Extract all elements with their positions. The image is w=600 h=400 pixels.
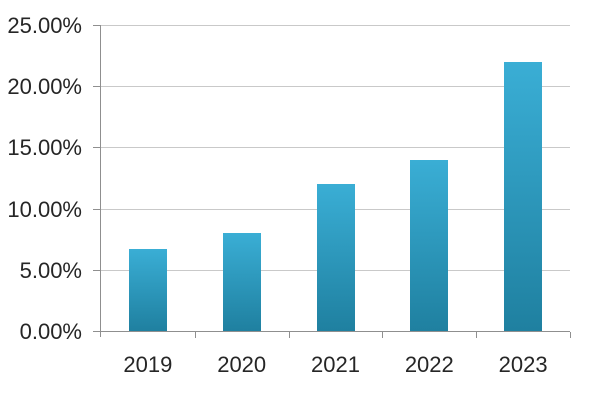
y-axis-tick-10pct (93, 208, 100, 210)
bar-2020 (222, 233, 261, 331)
y-axis-label-0pct: 0.00% (19, 319, 82, 344)
x-axis-label-2020: 2020 (217, 352, 267, 377)
x-axis-tick-4 (476, 332, 478, 338)
y-axis-tick-25pct (93, 25, 100, 26)
gridline-20pct (101, 86, 570, 88)
bar-2022 (410, 159, 449, 331)
gridline-15pct (101, 147, 570, 149)
x-axis-label-2021: 2021 (311, 352, 360, 377)
y-axis-tick-20pct (93, 86, 100, 88)
bar-2019 (128, 249, 167, 331)
x-axis-tick-3 (382, 332, 384, 338)
gridline-25pct (101, 25, 570, 26)
x-axis-tick-2 (288, 332, 290, 338)
y-axis-label-5pct: 5.00% (19, 257, 82, 283)
plot-area (93, 25, 571, 338)
x-axis-tick-5 (570, 332, 571, 338)
y-axis-label-20pct: 20.00% (7, 74, 82, 100)
x-axis-label-2023: 2023 (498, 352, 548, 377)
x-axis-label-2019: 2019 (123, 352, 173, 377)
y-axis-label-10pct: 10.00% (7, 196, 82, 222)
y-axis-label-25pct: 25.00% (7, 13, 82, 38)
x-axis-line (93, 331, 570, 332)
y-axis-line (100, 25, 101, 337)
x-axis-label-2022: 2022 (404, 352, 454, 377)
x-axis-tick-1 (194, 332, 196, 338)
bar-2021 (316, 184, 355, 331)
y-axis-label-15pct: 15.00% (7, 135, 82, 161)
bar-2023 (504, 61, 543, 331)
y-axis-tick-15pct (93, 147, 100, 149)
y-axis-tick-5pct (93, 269, 100, 271)
